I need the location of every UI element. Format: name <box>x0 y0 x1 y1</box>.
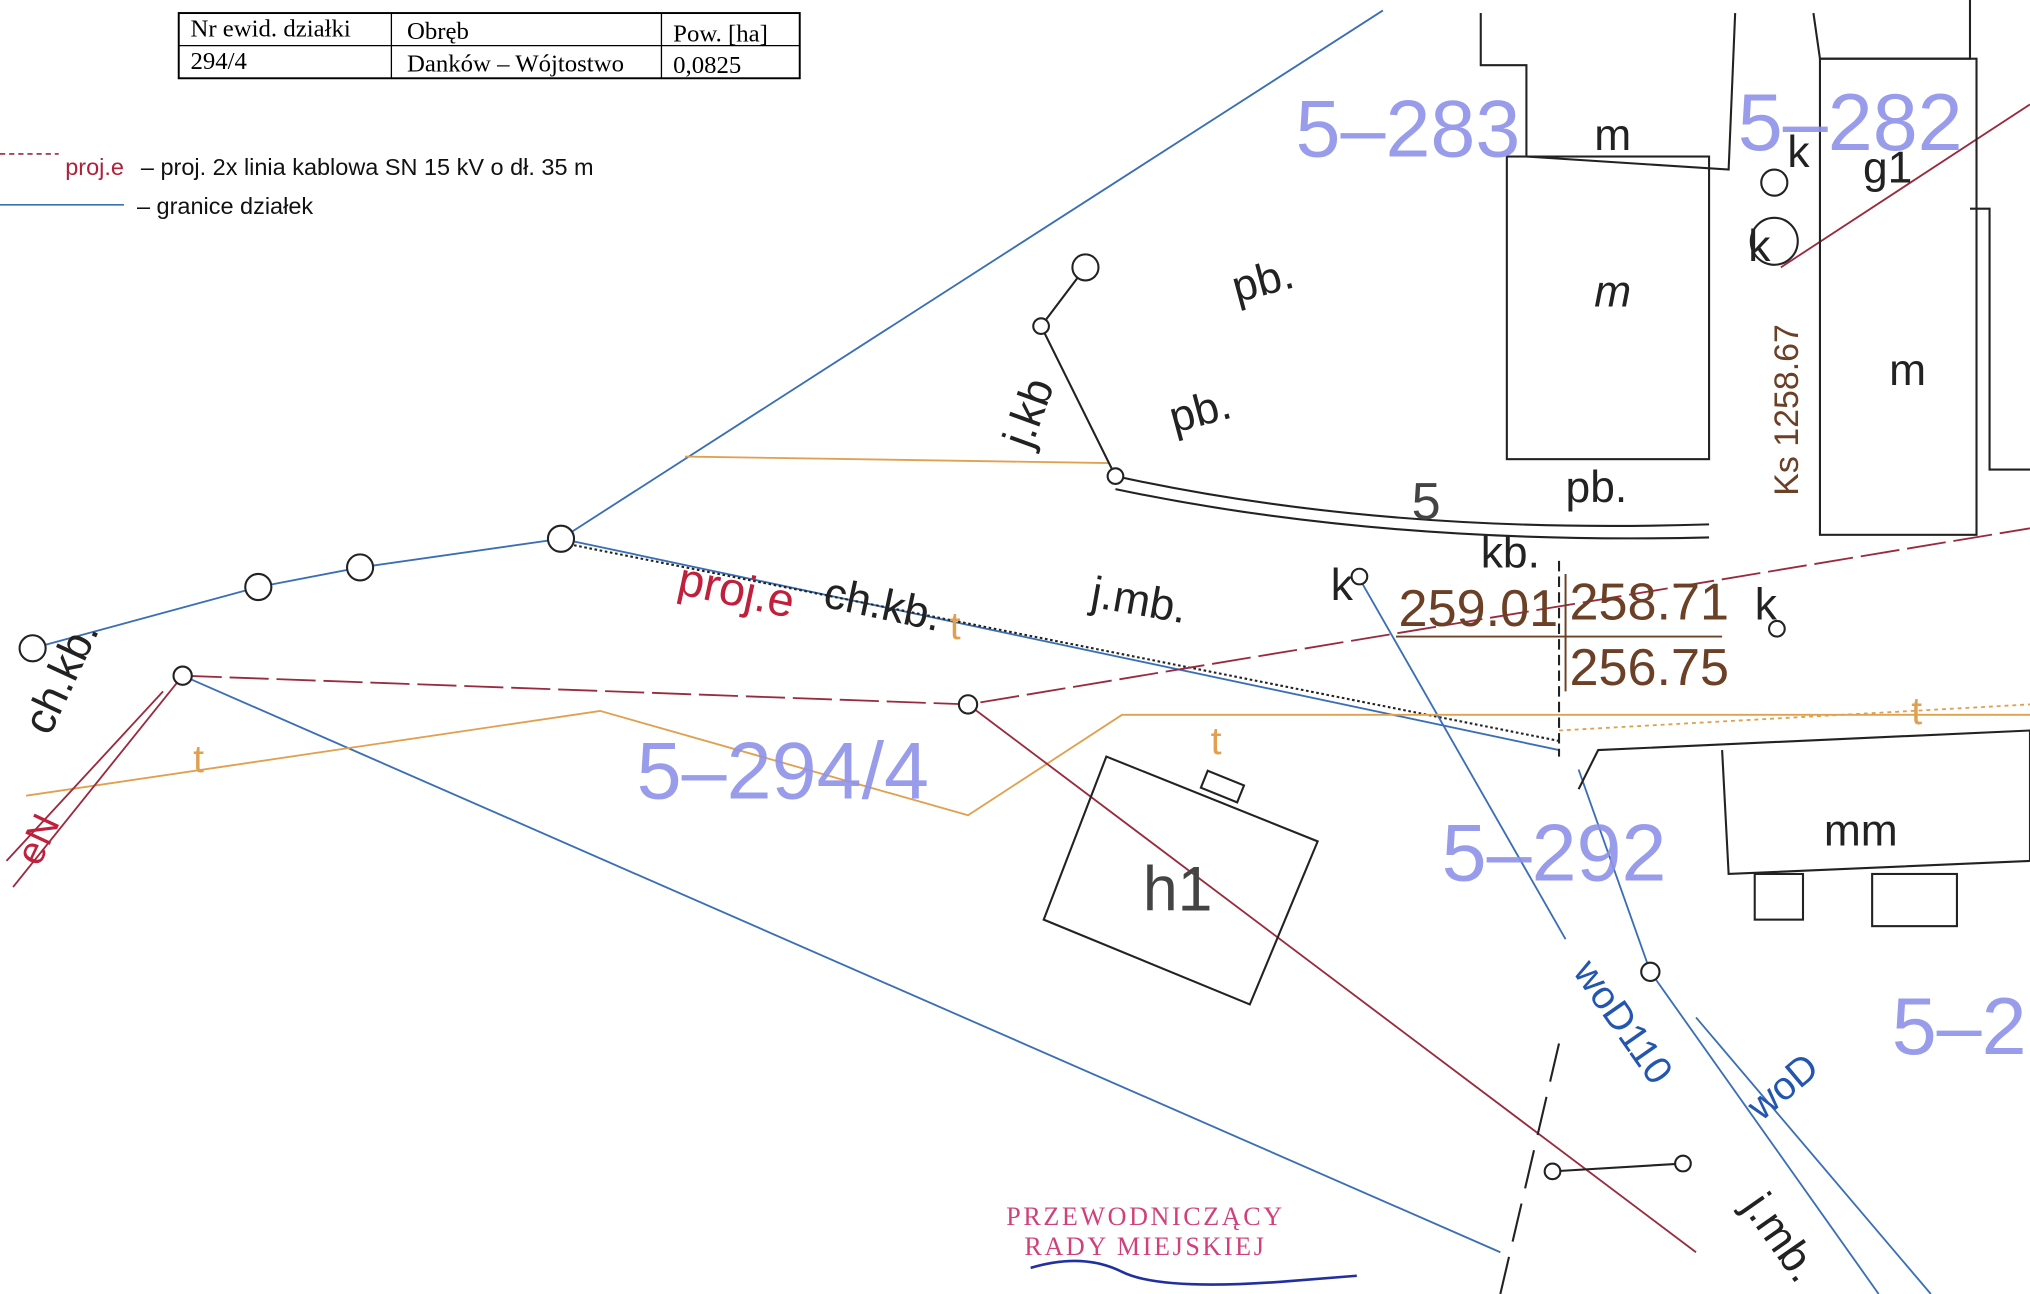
survey-point <box>1032 317 1050 335</box>
parcel-number: 5–294/4 <box>637 726 929 816</box>
map-label: j.mb. <box>1732 1183 1828 1291</box>
map-label: k <box>1748 222 1771 271</box>
td: Danków – Wójtostwo <box>407 51 624 78</box>
th: Obręb <box>407 18 469 45</box>
map-line <box>967 703 1697 1253</box>
survey-point <box>345 553 375 582</box>
map-label: pb. <box>1227 249 1299 312</box>
map-line <box>684 455 1109 464</box>
map-label: kb. <box>1481 528 1540 577</box>
map-line <box>1039 266 1117 477</box>
map-line <box>1356 573 1567 940</box>
parcel-number: 5–283 <box>1295 85 1520 175</box>
map-label: j.kb <box>993 372 1063 455</box>
map-line <box>12 675 184 888</box>
map-label: t <box>1911 690 1922 733</box>
map-line <box>1115 488 1710 540</box>
survey-point <box>1674 1154 1692 1173</box>
map-line <box>1115 475 1710 527</box>
map-label: pb. <box>1164 379 1236 442</box>
survey-point <box>1760 168 1789 197</box>
map-label: t <box>193 738 204 781</box>
survey-point <box>1071 253 1100 282</box>
building-outline <box>1818 57 1978 536</box>
map-label: pb. <box>1566 463 1628 512</box>
map-line <box>1030 1259 1357 1286</box>
stamp-text: RADY MIEJSKIEJ <box>1024 1232 1266 1261</box>
parcel-number: 5–282 <box>1738 78 1963 168</box>
map-line <box>1695 1016 1932 1294</box>
map-label: j.mb. <box>1086 568 1191 633</box>
survey-point <box>244 572 273 602</box>
map-line <box>573 544 1560 742</box>
map-line <box>1780 103 2030 269</box>
survey-point <box>18 634 47 663</box>
th: Nr ewid. działki <box>190 16 350 43</box>
stamp-text: PRZEWODNICZĄCY <box>1006 1202 1284 1231</box>
survey-point <box>1749 216 1799 266</box>
map-label: woD110 <box>1564 951 1680 1092</box>
map-line <box>25 709 2030 817</box>
map-label: woD <box>1739 1045 1827 1129</box>
map-label: h1 <box>1143 855 1213 925</box>
map-line <box>1552 1162 1684 1173</box>
map-line <box>1558 703 2030 732</box>
legend-text: – proj. 2x linia kablowa SN 15 kV o dł. … <box>141 154 594 180</box>
map-line <box>1812 0 1972 60</box>
map-label: k <box>1755 581 1778 630</box>
building-outline <box>1753 872 1805 921</box>
map-label: t <box>1211 720 1222 763</box>
survey-point <box>1350 567 1369 586</box>
building-outline <box>1871 872 1958 928</box>
map-label: t <box>950 605 961 648</box>
height-label: 258.71 <box>1569 574 1729 632</box>
map-label: eN <box>8 808 68 871</box>
map-label: mm <box>1824 806 1898 855</box>
map-label: 5 <box>1412 473 1441 531</box>
td: 294/4 <box>190 48 246 75</box>
height-label: 256.75 <box>1569 639 1729 697</box>
map-label: m <box>1889 346 1926 395</box>
survey-point <box>1768 619 1786 638</box>
map-label: m <box>1594 268 1631 317</box>
th: Pow. [ha] <box>673 21 768 48</box>
map-line <box>1499 1043 1561 1294</box>
map-label: k <box>1331 561 1354 610</box>
survey-point <box>1640 961 1661 982</box>
map-line <box>1577 729 2030 876</box>
building-outline <box>1505 155 1711 461</box>
map-label: g1 <box>1863 144 1912 193</box>
map-line <box>1479 13 1737 171</box>
map-line <box>1969 207 2030 471</box>
map-label: ch.kb. <box>820 568 946 641</box>
map-label: k <box>1787 128 1810 177</box>
height-label: 259.01 <box>1399 580 1559 638</box>
survey-point <box>1543 1162 1562 1181</box>
parcel-number: 5–292 <box>1442 808 1667 898</box>
building-outline <box>1042 755 1320 1006</box>
survey-point <box>1106 467 1125 485</box>
map-label: ch.kb. <box>14 613 108 741</box>
map-label: m <box>1594 111 1631 160</box>
parcel-table: Nr ewid. działki Obręb Pow. [ha] 294/4 D… <box>177 12 801 80</box>
map-label: Ks 1258.67 <box>1768 324 1806 496</box>
map-line <box>32 9 1384 650</box>
legend-text: – granice działek <box>137 193 313 219</box>
map-line <box>5 690 164 862</box>
legend-symbol: proj.e <box>65 154 124 180</box>
survey-point <box>957 694 979 715</box>
parcel-number: 5–2 <box>1892 982 2027 1072</box>
building-outline <box>1199 769 1246 804</box>
map-label: proj.e <box>674 551 800 627</box>
td: 0,0825 <box>673 52 741 79</box>
map-line <box>182 674 1501 1254</box>
survey-point <box>546 524 576 553</box>
survey-point <box>172 665 193 686</box>
